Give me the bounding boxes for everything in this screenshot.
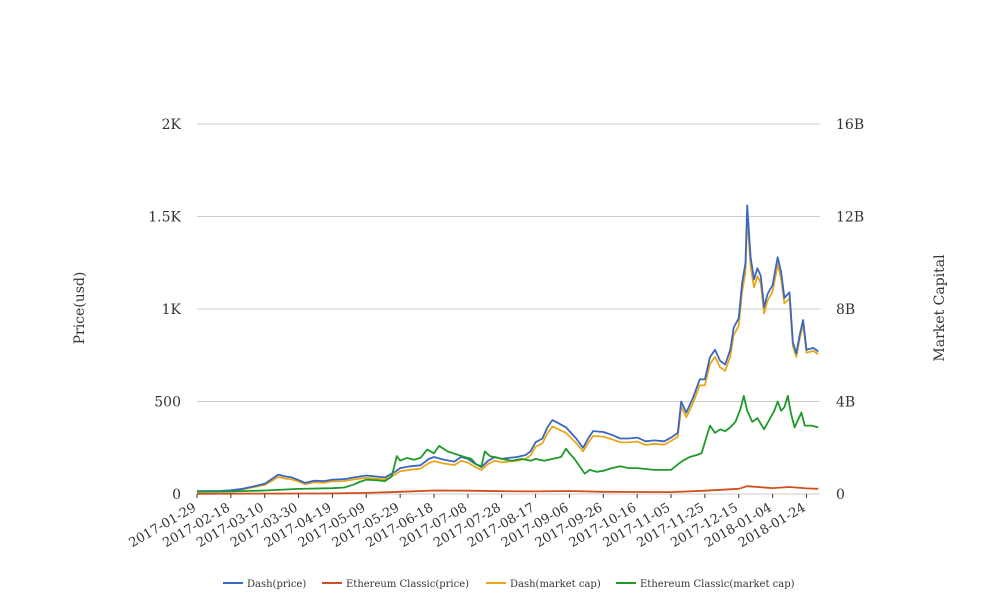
series-line	[196, 204, 819, 493]
y-tick-label: 500	[154, 395, 181, 411]
x-axis-ticks: 2017-01-292017-02-182017-03-102017-03-30…	[127, 494, 808, 551]
legend-label: Dash(price)	[247, 579, 306, 590]
y2-tick-label: 12B	[836, 210, 864, 226]
y2-tick-label: 0	[836, 487, 845, 503]
y-axis-title: Price(usd)	[72, 272, 88, 345]
y2-tick-label: 4B	[836, 395, 855, 411]
series-line	[196, 215, 819, 493]
legend: Dash(price) Ethereum Classic(price) Dash(m…	[223, 579, 795, 590]
y-tick-label: 2K	[162, 117, 182, 133]
right-axis-ticks: 0 4B 8B 12B 16B	[836, 117, 864, 503]
y2-tick-label: 8B	[836, 302, 855, 318]
series-line	[196, 485, 819, 495]
gridlines	[197, 123, 820, 495]
legend-label: Ethereum Classic(market cap)	[640, 579, 795, 590]
y-tick-label: 1.5K	[148, 210, 181, 226]
y-tick-label: 0	[172, 487, 181, 503]
y-tick-label: 1K	[162, 302, 182, 318]
legend-label: Ethereum Classic(price)	[346, 579, 469, 590]
y2-axis-title: Market Capital	[932, 254, 948, 362]
left-axis-ticks: 0 500 1K 1.5K 2K	[148, 117, 181, 503]
legend-label: Dash(market cap)	[510, 579, 601, 590]
series-line	[196, 394, 819, 493]
series-lines	[196, 204, 819, 495]
y2-tick-label: 16B	[836, 117, 864, 133]
